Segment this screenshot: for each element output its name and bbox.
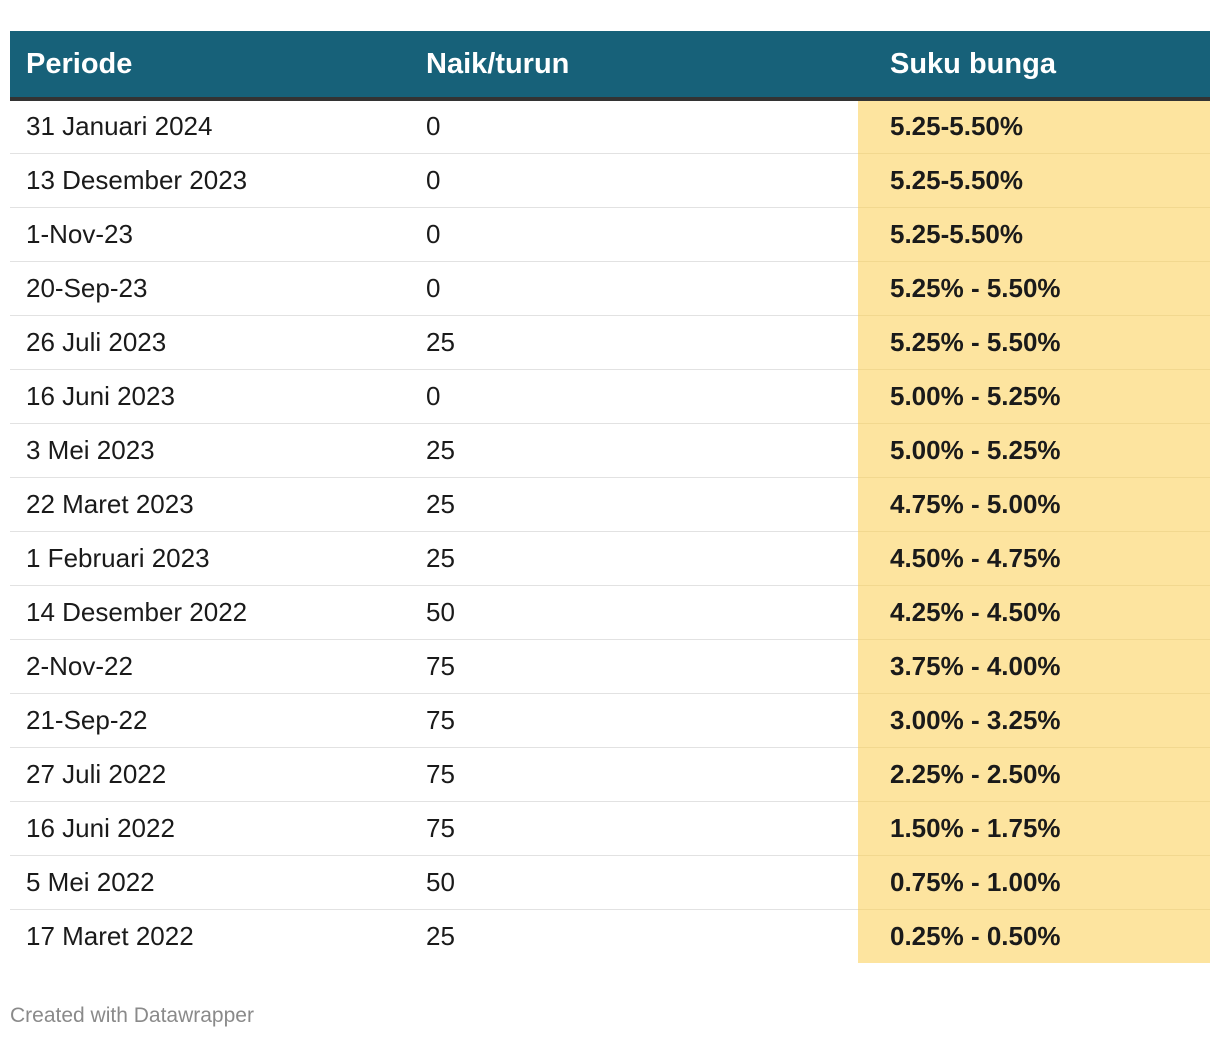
cell-naik-turun: 0	[410, 261, 858, 316]
cell-naik-turun: 0	[410, 153, 858, 208]
cell-suku-bunga: 3.75% - 4.00%	[858, 639, 1210, 694]
cell-suku-bunga: 2.25% - 2.50%	[858, 747, 1210, 802]
cell-naik-turun: 0	[410, 369, 858, 424]
cell-periode: 27 Juli 2022	[10, 747, 410, 802]
cell-suku-bunga: 5.00% - 5.25%	[858, 423, 1210, 478]
cell-naik-turun: 75	[410, 801, 858, 856]
cell-suku-bunga: 4.50% - 4.75%	[858, 531, 1210, 586]
cell-periode: 21-Sep-22	[10, 693, 410, 748]
cell-naik-turun: 25	[410, 315, 858, 370]
table-row: 31 Januari 2024 0 5.25-5.50%	[10, 99, 1210, 154]
column-header-suku-bunga: Suku bunga	[858, 31, 1210, 101]
table-row: 2-Nov-22 75 3.75% - 4.00%	[10, 639, 1210, 694]
cell-periode: 22 Maret 2023	[10, 477, 410, 532]
cell-periode: 3 Mei 2023	[10, 423, 410, 478]
cell-naik-turun: 50	[410, 585, 858, 640]
cell-periode: 1-Nov-23	[10, 207, 410, 262]
table-row: 16 Juni 2023 0 5.00% - 5.25%	[10, 369, 1210, 424]
cell-periode: 16 Juni 2022	[10, 801, 410, 856]
column-header-periode: Periode	[10, 31, 410, 101]
cell-periode: 5 Mei 2022	[10, 855, 410, 910]
cell-naik-turun: 0	[410, 207, 858, 262]
cell-periode: 17 Maret 2022	[26, 920, 194, 951]
table-row: 1 Februari 2023 25 4.50% - 4.75%	[10, 531, 1210, 586]
table-row: 5 Mei 2022 50 0.75% - 1.00%	[10, 855, 1210, 910]
header-row: Periode Naik/turun Suku bunga	[10, 31, 1210, 101]
cell-suku-bunga: 5.25% - 5.50%	[858, 315, 1210, 370]
cell-naik-turun: 25	[410, 531, 858, 586]
cell-naik-turun: 0	[410, 99, 858, 154]
column-header-naik-turun: Naik/turun	[410, 31, 858, 101]
cell-suku-bunga: 5.00% - 5.25%	[858, 369, 1210, 424]
cell-periode: 20-Sep-23	[10, 261, 410, 316]
table-row: 16 Juni 2022 75 1.50% - 1.75%	[10, 801, 1210, 856]
cell-periode: 14 Desember 2022	[10, 585, 410, 640]
table-row: 1-Nov-23 0 5.25-5.50%	[10, 207, 1210, 262]
table-body: 31 Januari 2024 0 5.25-5.50% 13 Desember 20…	[10, 99, 1210, 963]
rate-table: Periode Naik/turun Suku bunga 31 Januari…	[10, 31, 1210, 963]
cell-suku-bunga: 4.25% - 4.50%	[858, 585, 1210, 640]
cell-periode: 31 Januari 2024	[10, 99, 410, 154]
cell-suku-bunga: 3.00% - 3.25%	[858, 693, 1210, 748]
table-row: 14 Desember 2022 50 4.25% - 4.50%	[10, 585, 1210, 640]
table-row: 17 Maret 2022 25 0.25% - 0.50%	[10, 909, 1210, 963]
cell-suku-bunga: 4.75% - 5.00%	[858, 477, 1210, 532]
cell-naik-turun: 75	[410, 639, 858, 694]
cell-periode: 16 Juni 2023	[10, 369, 410, 424]
cell-periode: 2-Nov-22	[10, 639, 410, 694]
cell-suku-bunga: 5.25-5.50%	[858, 153, 1210, 208]
table-row: 3 Mei 2023 25 5.00% - 5.25%	[10, 423, 1210, 478]
table-row: 21-Sep-22 75 3.00% - 3.25%	[10, 693, 1210, 748]
cell-naik-turun: 25	[410, 477, 858, 532]
table-row: 13 Desember 2023 0 5.25-5.50%	[10, 153, 1210, 208]
datawrapper-credit: Created with Datawrapper	[10, 1004, 254, 1027]
cell-suku-bunga: 0.75% - 1.00%	[858, 855, 1210, 910]
table-row: 20-Sep-23 0 5.25% - 5.50%	[10, 261, 1210, 316]
table-row: 26 Juli 2023 25 5.25% - 5.50%	[10, 315, 1210, 370]
cell-periode: 1 Februari 2023	[10, 531, 410, 586]
cell-naik-turun: 75	[410, 693, 858, 748]
table-row: 27 Juli 2022 75 2.25% - 2.50%	[10, 747, 1210, 802]
cell-suku-bunga: 5.25-5.50%	[858, 99, 1210, 154]
table-row: 22 Maret 2023 25 4.75% - 5.00%	[10, 477, 1210, 532]
cell-naik-turun: 75	[410, 747, 858, 802]
cell-naik-turun: 50	[410, 855, 858, 910]
table-header: Periode Naik/turun Suku bunga	[10, 31, 1210, 101]
cell-suku-bunga: 5.25-5.50%	[858, 207, 1210, 262]
cell-periode: 13 Desember 2023	[10, 153, 410, 208]
cell-periode: 26 Juli 2023	[10, 315, 410, 370]
cell-naik-turun: 25	[410, 423, 858, 478]
cell-suku-bunga: 1.50% - 1.75%	[858, 801, 1210, 856]
rate-table-container: Periode Naik/turun Suku bunga 31 Januari…	[10, 31, 1210, 963]
cell-suku-bunga: 5.25% - 5.50%	[858, 261, 1210, 316]
cell-suku-bunga: 0.25% - 0.50%	[858, 909, 1210, 963]
cell-naik-turun: 25	[426, 920, 455, 951]
